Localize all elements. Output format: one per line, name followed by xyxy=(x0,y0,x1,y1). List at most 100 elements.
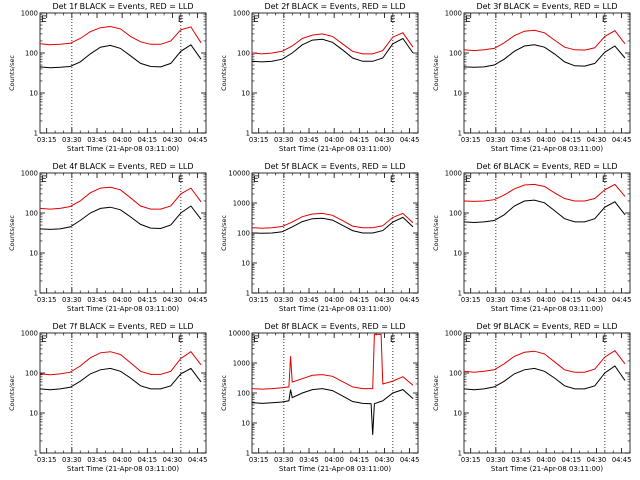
x-tick-label: 04:30 xyxy=(163,296,183,304)
plot-frame xyxy=(39,332,207,454)
y-tick-label: 100 xyxy=(449,50,462,58)
y-tick-label: 10 xyxy=(453,90,462,98)
series-line xyxy=(251,333,414,390)
series-line xyxy=(39,205,202,230)
x-tick-label: 03:30 xyxy=(62,136,82,144)
event-marker: E xyxy=(602,175,608,185)
chart-panel: Det 5f BLACK = Events, RED = LLD 1 10 100 10… xyxy=(220,162,419,313)
series-line xyxy=(463,44,626,68)
x-tick-label: 04:30 xyxy=(163,136,183,144)
event-marker: E xyxy=(390,175,396,185)
x-tick-label: 04:00 xyxy=(324,296,344,304)
y-tick-label: 100 xyxy=(237,390,250,398)
y-axis-label: Counts/sec xyxy=(8,215,16,251)
x-tick-label: 04:15 xyxy=(562,456,582,464)
x-tick-label: 03:30 xyxy=(274,456,294,464)
y-tick-label: 1000 xyxy=(445,330,462,338)
event-marker: E xyxy=(178,15,184,25)
x-tick-label: 03:30 xyxy=(486,296,506,304)
event-marker: E xyxy=(41,335,47,345)
x-tick-label: 03:45 xyxy=(299,136,319,144)
chart-title: Det 1f BLACK = Events, RED = LLD xyxy=(52,2,193,11)
x-tick-label: 03:15 xyxy=(37,296,57,304)
event-marker: E xyxy=(390,15,396,25)
y-tick-label: 100 xyxy=(25,50,38,58)
series-line xyxy=(251,388,414,435)
x-axis-label: Start Time (21-Apr-08 03:11:00) xyxy=(279,145,391,153)
y-tick-label: 1 xyxy=(34,130,38,138)
x-tick-label: 03:15 xyxy=(461,456,481,464)
y-tick-label: 10 xyxy=(29,410,38,418)
y-axis-label: Counts/sec xyxy=(220,375,228,411)
y-axis-label: Counts/sec xyxy=(432,375,440,411)
x-tick-label: 04:15 xyxy=(138,296,158,304)
y-tick-label: 10 xyxy=(453,410,462,418)
y-tick-label: 100 xyxy=(237,50,250,58)
series-line xyxy=(39,25,202,46)
x-tick-label: 03:45 xyxy=(511,296,531,304)
y-tick-label: 10 xyxy=(29,250,38,258)
x-tick-label: 04:00 xyxy=(536,456,556,464)
y-tick-label: 1000 xyxy=(21,10,38,18)
x-tick-label: 03:15 xyxy=(37,136,57,144)
y-tick-label: 10 xyxy=(241,420,250,428)
y-tick-label: 1000 xyxy=(233,10,250,18)
x-tick-label: 03:15 xyxy=(249,456,269,464)
x-tick-label: 03:30 xyxy=(274,296,294,304)
x-tick-label: 04:00 xyxy=(324,456,344,464)
x-axis-label: Start Time (21-Apr-08 03:11:00) xyxy=(279,465,391,473)
x-axis-label: Start Time (21-Apr-08 03:11:00) xyxy=(491,305,603,313)
event-marker: E xyxy=(41,175,47,185)
event-marker: E xyxy=(41,15,47,25)
chart-title: Det 6f BLACK = Events, RED = LLD xyxy=(476,162,617,171)
x-tick-label: 04:15 xyxy=(350,136,370,144)
x-tick-label: 04:45 xyxy=(400,136,420,144)
y-tick-label: 10 xyxy=(29,90,38,98)
series-line xyxy=(251,212,414,229)
chart-title: Det 5f BLACK = Events, RED = LLD xyxy=(264,162,405,171)
x-tick-label: 03:15 xyxy=(249,136,269,144)
x-tick-label: 03:15 xyxy=(461,136,481,144)
chart-panel: Det 6f BLACK = Events, RED = LLD 1 10 100 10… xyxy=(432,162,631,313)
plot-frame xyxy=(463,332,631,454)
x-tick-label: 03:45 xyxy=(87,296,107,304)
y-axis-label: Counts/sec xyxy=(432,55,440,91)
y-tick-label: 100 xyxy=(237,230,250,238)
y-tick-label: 10 xyxy=(453,250,462,258)
y-tick-label: 1000 xyxy=(21,170,38,178)
chart-title: Det 8f BLACK = Events, RED = LLD xyxy=(264,322,405,331)
x-tick-label: 04:00 xyxy=(536,296,556,304)
series-line xyxy=(463,183,626,202)
x-tick-label: 04:15 xyxy=(350,456,370,464)
x-tick-label: 03:15 xyxy=(37,456,57,464)
y-axis-label: Counts/sec xyxy=(432,215,440,251)
y-tick-label: 100 xyxy=(25,370,38,378)
x-tick-label: 04:45 xyxy=(188,456,208,464)
x-tick-label: 04:30 xyxy=(587,136,607,144)
y-tick-label: 1000 xyxy=(233,360,250,368)
y-tick-label: 100 xyxy=(25,210,38,218)
y-tick-label: 1 xyxy=(458,450,462,458)
event-marker: E xyxy=(390,335,396,345)
event-marker: E xyxy=(253,335,259,345)
chart-panel: Det 2f BLACK = Events, RED = LLD 1 10 100 10… xyxy=(220,2,419,153)
series-line xyxy=(251,32,414,55)
y-tick-label: 10000 xyxy=(228,170,250,178)
x-tick-label: 04:45 xyxy=(612,456,632,464)
x-tick-label: 03:45 xyxy=(87,136,107,144)
x-tick-label: 04:30 xyxy=(375,136,395,144)
x-tick-label: 04:30 xyxy=(375,296,395,304)
x-axis-label: Start Time (21-Apr-08 03:11:00) xyxy=(491,465,603,473)
x-tick-label: 04:30 xyxy=(587,456,607,464)
series-line xyxy=(39,186,202,210)
chart-title: Det 7f BLACK = Events, RED = LLD xyxy=(52,322,193,331)
y-tick-label: 1 xyxy=(246,450,250,458)
y-axis-label: Counts/sec xyxy=(220,55,228,91)
x-axis-label: Start Time (21-Apr-08 03:11:00) xyxy=(67,305,179,313)
y-tick-label: 10 xyxy=(241,90,250,98)
x-tick-label: 03:45 xyxy=(87,456,107,464)
x-tick-label: 04:30 xyxy=(587,296,607,304)
x-tick-label: 03:30 xyxy=(486,456,506,464)
chart-title: Det 3f BLACK = Events, RED = LLD xyxy=(476,2,617,11)
